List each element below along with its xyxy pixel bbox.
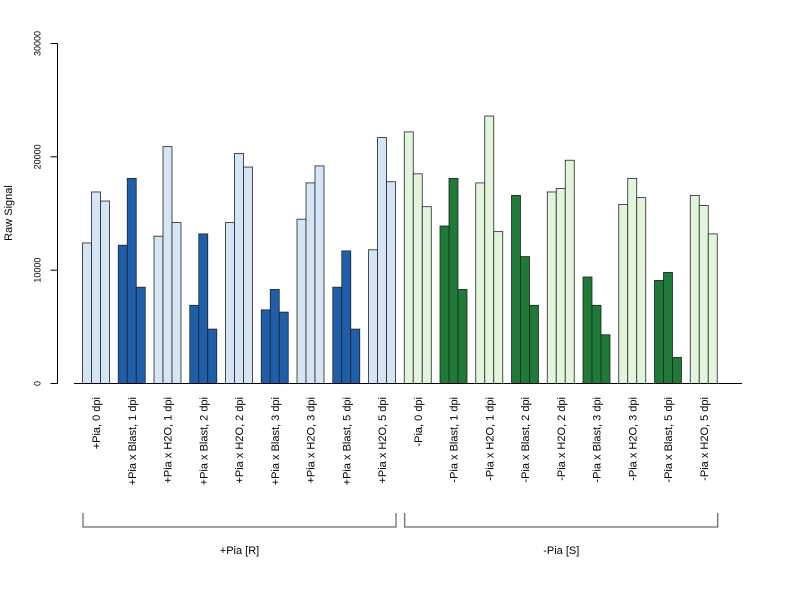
category-label: +Pia x H2O, 2 dpi [234,397,246,484]
bar [475,182,486,384]
bar [126,177,137,384]
category-label: -Pia x Blast, 5 dpi [663,397,675,483]
y-tick-label: 0 [33,381,43,386]
bar [672,357,682,384]
category-label: +Pia x H2O, 5 dpi [377,397,389,484]
bar [377,137,387,384]
bar [341,250,352,384]
bar [386,181,396,384]
category-label: -Pia x Blast, 2 dpi [520,397,532,483]
group-bracket [82,513,397,528]
bar [225,222,235,384]
y-tick-label: 10000 [33,258,43,283]
bar [314,165,325,384]
bar [243,166,253,384]
bar [582,276,593,384]
bar [91,191,101,384]
category-label: +Pia x Blast, 3 dpi [270,397,282,485]
bar [448,177,459,384]
bar [171,222,182,384]
y-axis: 0 10000 20000 30000 [33,31,58,386]
bar [278,311,289,384]
bar [555,188,566,384]
bar [421,206,432,384]
category-label: +Pia x H2O, 1 dpi [163,397,175,484]
bar [618,204,629,384]
bar [493,231,504,384]
bar [269,289,280,384]
y-tick-label: 30000 [33,31,43,56]
bar [82,242,92,384]
bar [296,218,307,384]
category-label: -Pia x H2O, 5 dpi [699,397,711,481]
bar [403,131,414,384]
y-axis-title: Raw Signal [3,185,15,241]
bar [627,177,638,384]
bar [546,191,557,384]
category-label: +Pia x Blast, 2 dpi [198,397,210,485]
bar [412,173,423,384]
category-label: -Pia, 0 dpi [413,397,425,447]
category-label: -Pia x Blast, 3 dpi [592,397,604,483]
category-labels: +Pia, 0 dpi +Pia x Blast, 1 dpi +Pia x H2O… [91,397,711,485]
category-label: -Pia x H2O, 1 dpi [484,397,496,481]
bar [600,334,611,384]
bars-layer [82,115,718,384]
bar [689,194,700,384]
bar [591,304,602,384]
bar [189,304,200,384]
bar [457,289,468,384]
category-label: -Pia x Blast, 1 dpi [449,397,461,483]
bar [654,279,664,384]
category-label: -Pia x H2O, 2 dpi [556,397,568,481]
category-label: +Pia x Blast, 5 dpi [341,397,353,485]
bar [117,244,128,384]
bar [305,182,316,384]
bar [260,309,271,384]
bar [484,115,495,384]
category-label: -Pia x H2O, 3 dpi [627,397,639,481]
bar [707,233,718,384]
group-label: -Pia [S] [543,545,579,557]
category-label: +Pia x H2O, 3 dpi [306,397,318,484]
bar [520,256,530,384]
group-label: +Pia [R] [220,545,259,557]
bar [207,328,218,384]
bar [564,159,575,384]
bar [162,146,173,384]
bar [698,205,709,384]
bar [368,249,378,384]
bar [529,304,539,384]
bar [135,286,146,384]
bar [332,286,343,384]
bar [153,235,164,384]
bar [439,225,450,384]
bar [198,233,209,384]
group-brackets: +Pia [R] -Pia [S] [82,513,719,557]
y-tick-label: 20000 [33,144,43,169]
bar [100,200,110,384]
category-label: +Pia x Blast, 1 dpi [127,397,139,485]
bar [636,197,647,384]
bar [350,328,361,384]
bar [663,272,673,384]
category-label: +Pia, 0 dpi [91,397,103,449]
bar [234,153,244,384]
bar [511,194,521,384]
group-bracket [404,513,719,528]
